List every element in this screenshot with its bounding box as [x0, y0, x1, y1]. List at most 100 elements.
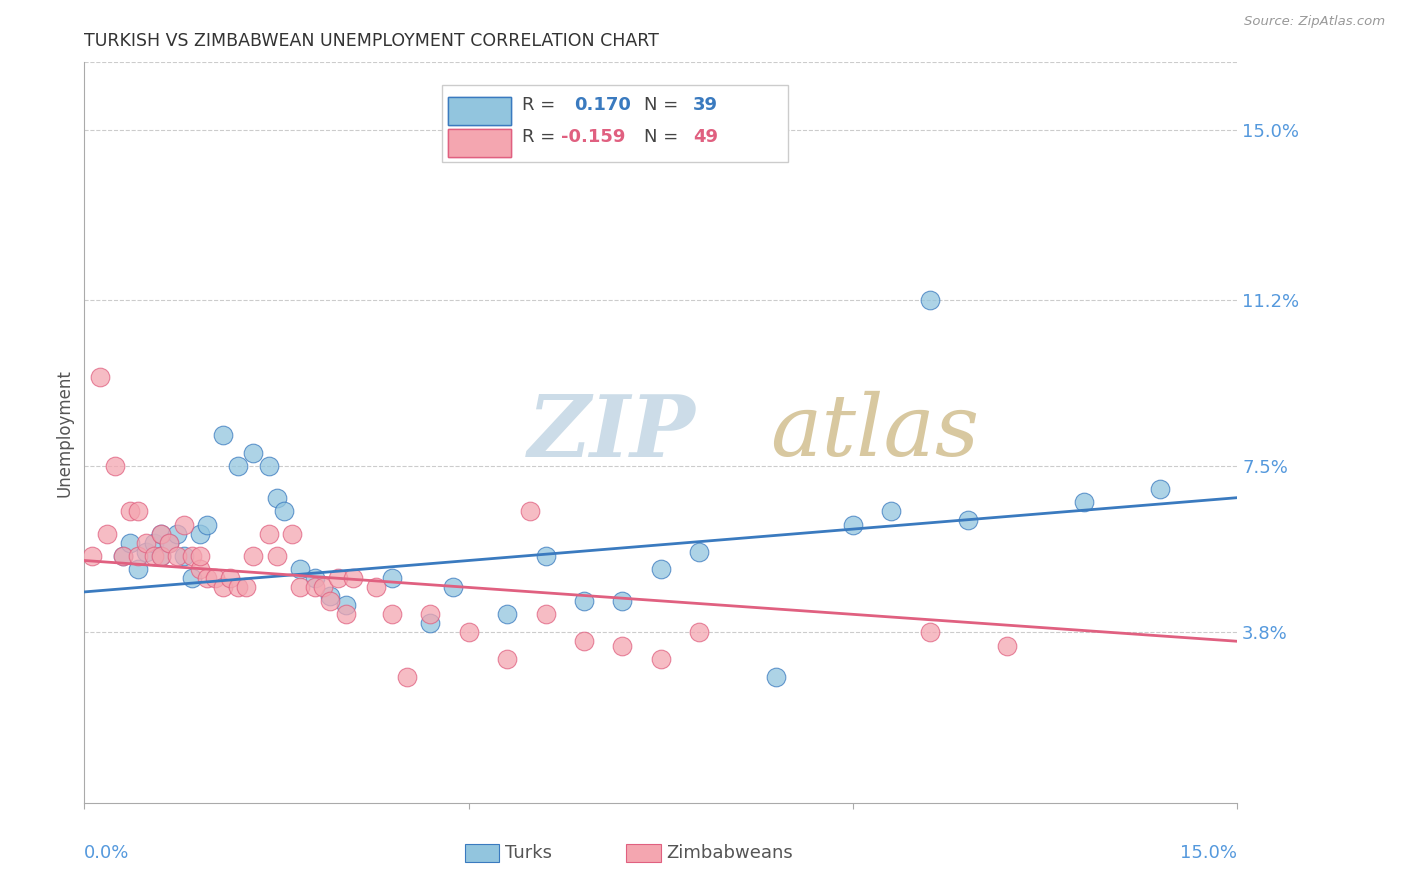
Point — [1073, 495, 1095, 509]
FancyBboxPatch shape — [447, 129, 510, 157]
Point — [226, 581, 249, 595]
FancyBboxPatch shape — [447, 97, 510, 126]
Point — [880, 504, 903, 518]
Text: 39: 39 — [693, 96, 718, 114]
Point — [534, 549, 557, 563]
Point — [496, 607, 519, 622]
FancyBboxPatch shape — [441, 85, 787, 162]
Point — [188, 562, 211, 576]
Point — [842, 517, 865, 532]
Point — [257, 526, 280, 541]
Point — [157, 535, 180, 549]
Point — [150, 549, 173, 563]
Point — [335, 607, 357, 622]
Text: R =: R = — [523, 96, 561, 114]
Point — [995, 639, 1018, 653]
Point — [257, 459, 280, 474]
Point — [957, 513, 980, 527]
Text: N =: N = — [644, 96, 683, 114]
Point — [219, 571, 242, 585]
Point — [366, 581, 388, 595]
Point — [120, 504, 142, 518]
Point — [111, 549, 134, 563]
Point — [188, 526, 211, 541]
Point — [319, 590, 342, 604]
Point — [96, 526, 118, 541]
FancyBboxPatch shape — [465, 844, 499, 862]
Text: Source: ZipAtlas.com: Source: ZipAtlas.com — [1244, 15, 1385, 29]
FancyBboxPatch shape — [626, 844, 661, 862]
Point — [127, 549, 149, 563]
Point — [173, 549, 195, 563]
Point — [918, 625, 941, 640]
Point — [342, 571, 364, 585]
Point — [142, 535, 165, 549]
Point — [534, 607, 557, 622]
Point — [335, 599, 357, 613]
Point — [181, 571, 204, 585]
Point — [381, 607, 404, 622]
Text: Turks: Turks — [505, 844, 553, 862]
Point — [304, 571, 326, 585]
Point — [166, 526, 188, 541]
Point — [127, 504, 149, 518]
Text: ZIP: ZIP — [529, 391, 696, 475]
Text: R =: R = — [523, 128, 561, 146]
Point — [266, 549, 288, 563]
Point — [211, 428, 233, 442]
Point — [195, 517, 218, 532]
Point — [242, 549, 264, 563]
Text: 0.0%: 0.0% — [84, 844, 129, 862]
Point — [441, 581, 464, 595]
Point — [688, 544, 710, 558]
Point — [80, 549, 103, 563]
Point — [266, 491, 288, 505]
Point — [111, 549, 134, 563]
Point — [135, 544, 157, 558]
Point — [104, 459, 127, 474]
Point — [419, 616, 441, 631]
Point — [918, 293, 941, 308]
Point — [135, 535, 157, 549]
Point — [496, 652, 519, 666]
Point — [242, 446, 264, 460]
Point — [457, 625, 479, 640]
Point — [572, 634, 595, 648]
Point — [288, 581, 311, 595]
Point — [142, 549, 165, 563]
Point — [166, 549, 188, 563]
Point — [419, 607, 441, 622]
Text: 15.0%: 15.0% — [1180, 844, 1237, 862]
Point — [765, 670, 787, 684]
Point — [519, 504, 541, 518]
Point — [273, 504, 295, 518]
Point — [1149, 482, 1171, 496]
Text: -0.159: -0.159 — [561, 128, 624, 146]
Point — [381, 571, 404, 585]
Point — [612, 594, 634, 608]
Point — [188, 549, 211, 563]
Point — [150, 526, 173, 541]
Point — [650, 562, 672, 576]
Point — [311, 581, 333, 595]
Text: 0.170: 0.170 — [575, 96, 631, 114]
Point — [211, 581, 233, 595]
Point — [89, 369, 111, 384]
Point — [120, 535, 142, 549]
Point — [150, 549, 173, 563]
Point — [688, 625, 710, 640]
Point — [181, 549, 204, 563]
Point — [650, 652, 672, 666]
Point — [150, 526, 173, 541]
Text: 49: 49 — [693, 128, 718, 146]
Point — [572, 594, 595, 608]
Point — [127, 562, 149, 576]
Point — [396, 670, 419, 684]
Point — [157, 535, 180, 549]
Point — [195, 571, 218, 585]
Point — [288, 562, 311, 576]
Point — [304, 581, 326, 595]
Text: Zimbabweans: Zimbabweans — [666, 844, 793, 862]
Text: atlas: atlas — [770, 392, 980, 474]
Text: TURKISH VS ZIMBABWEAN UNEMPLOYMENT CORRELATION CHART: TURKISH VS ZIMBABWEAN UNEMPLOYMENT CORRE… — [84, 32, 659, 50]
